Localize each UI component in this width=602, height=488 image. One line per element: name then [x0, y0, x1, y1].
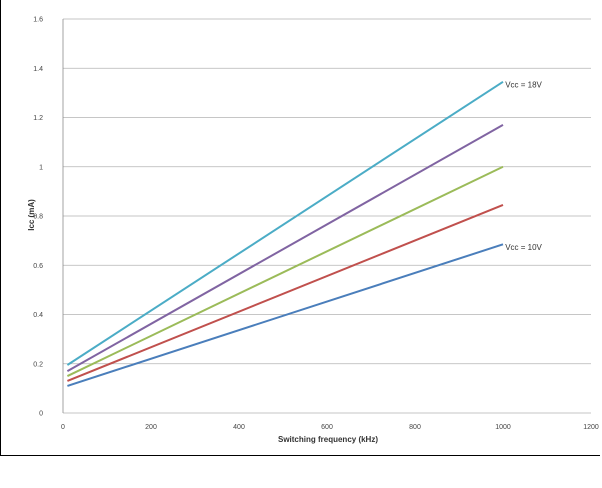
- y-axis-title: Icc (mA): [27, 199, 36, 231]
- y-tick-label: 0: [39, 411, 43, 418]
- annotation-label-2: Vcc = 10V: [505, 243, 542, 252]
- annotations: Vcc = 18V Vcc = 10V: [505, 80, 542, 252]
- y-tick-labels: 0 0.2 0.4 0.6 0.8 1 1.2 1.4 1.6: [33, 17, 43, 418]
- y-tick-label: 1.2: [33, 115, 43, 122]
- x-tick-label: 800: [409, 424, 421, 431]
- x-tick-label: 1200: [583, 424, 599, 431]
- y-tick-label: 1: [39, 164, 43, 171]
- y-tick-label: 0.6: [33, 263, 43, 270]
- x-tick-labels: 0 200 400 600 800 1000 1200: [61, 424, 599, 431]
- x-tick-label: 600: [321, 424, 333, 431]
- y-tick-label: 0.2: [33, 361, 43, 368]
- x-tick-label: 0: [61, 424, 65, 431]
- series-line-3: [66, 165, 504, 377]
- annotation-label-1: Vcc = 18V: [505, 80, 542, 89]
- y-tick-label: 1.6: [33, 17, 43, 24]
- x-tick-label: 200: [145, 424, 157, 431]
- series-lines: [66, 80, 504, 387]
- x-tick-label: 400: [233, 424, 245, 431]
- line-chart: 0 0.2 0.4 0.6 0.8 1 1.2 1.4 1.6 0 200 400 600 800 100…: [27, 17, 599, 445]
- y-tick-label: 1.4: [33, 66, 43, 73]
- series-line-4: [66, 124, 504, 373]
- gridlines: [62, 18, 591, 414]
- series-line-2: [67, 203, 504, 382]
- chart-frame: 0 0.2 0.4 0.6 0.8 1 1.2 1.4 1.6 0 200 400 600 800 100…: [0, 0, 600, 456]
- series-line-5: [66, 80, 504, 366]
- series-line-1: [67, 243, 504, 387]
- x-axis-title: Switching frequency (kHz): [278, 435, 378, 444]
- y-tick-label: 0.4: [33, 312, 43, 319]
- x-tick-label: 1000: [495, 424, 511, 431]
- y-tick-label: 0.8: [33, 214, 43, 221]
